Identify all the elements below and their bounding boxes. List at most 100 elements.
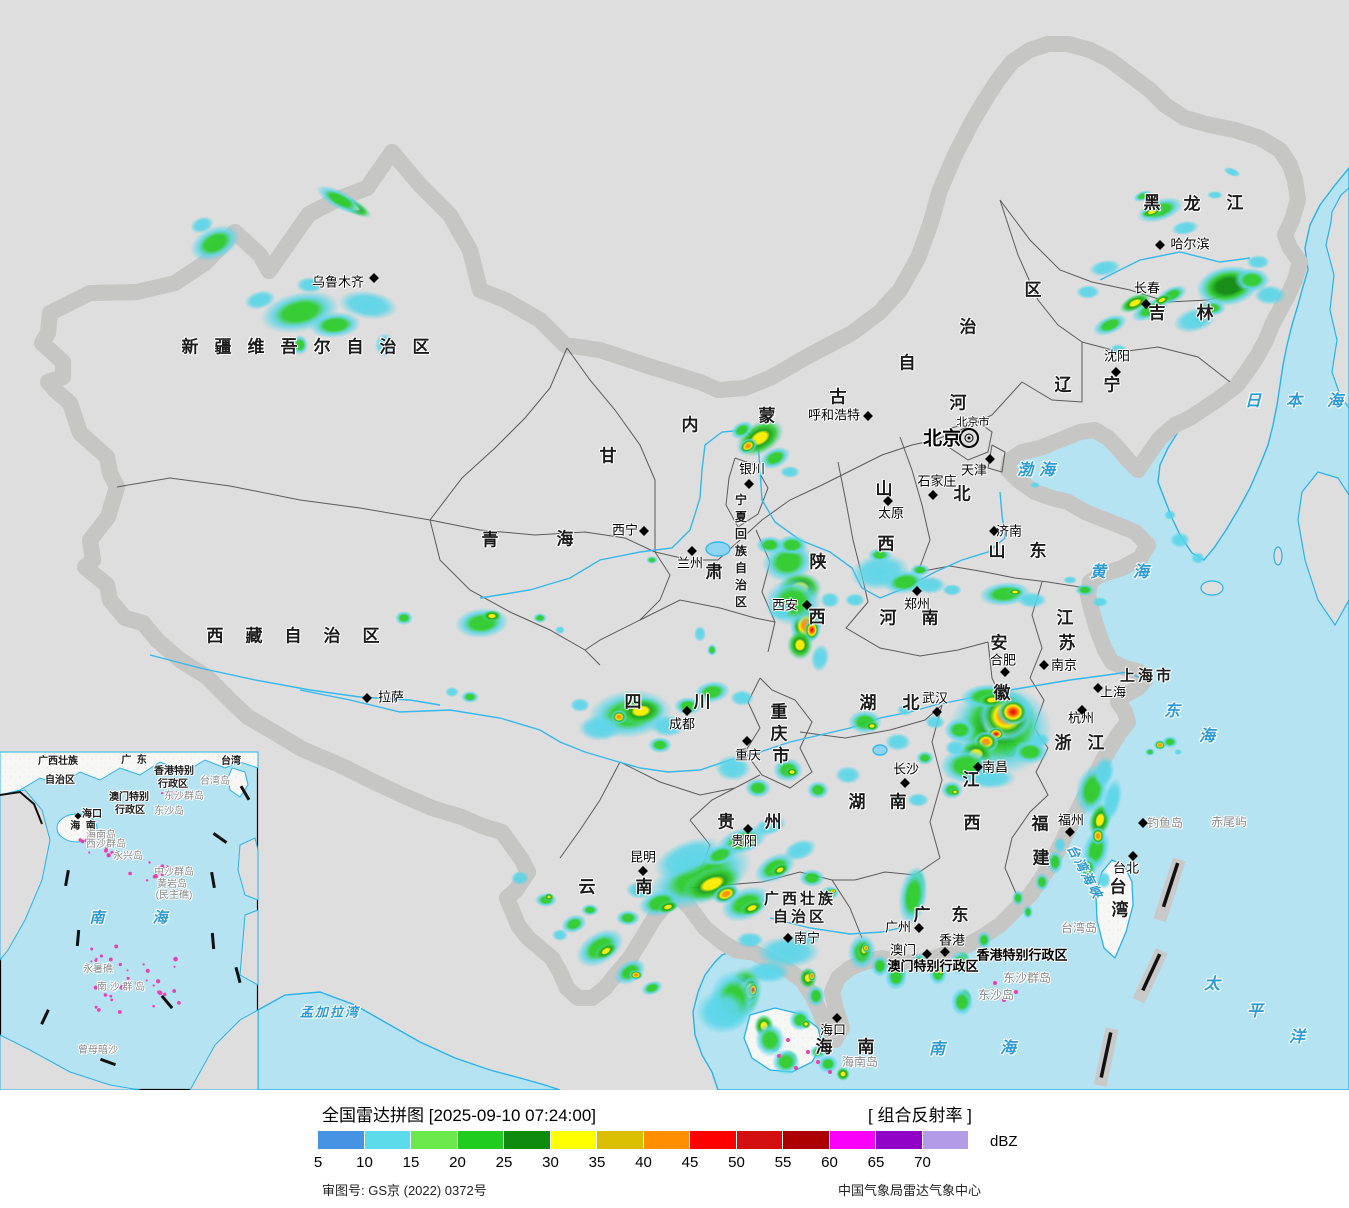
- island-marker: [106, 853, 111, 858]
- radar-echo: [190, 224, 240, 262]
- radar-echo: [768, 600, 792, 620]
- radar-echo: [694, 680, 730, 704]
- radar-echo: [657, 900, 679, 914]
- island-marker: [110, 965, 114, 970]
- bay-of-bengal: [257, 991, 561, 1090]
- radar-echo: [461, 691, 479, 703]
- colorbar-tick: 25: [495, 1154, 513, 1171]
- inset-map: [0, 751, 259, 1090]
- radar-echo: [309, 311, 361, 339]
- island-marker: [161, 792, 164, 795]
- colorbar-segment: [550, 1131, 596, 1149]
- dbz-colorbar: [318, 1131, 969, 1149]
- radar-echo: [1012, 890, 1024, 906]
- radar-echo: [977, 931, 991, 949]
- colorbar-tick: 5: [313, 1154, 323, 1171]
- island-marker: [786, 1038, 790, 1042]
- radar-echo: [739, 899, 765, 917]
- radar-echo: [626, 881, 654, 899]
- radar-echo: [674, 697, 702, 715]
- japan-land: [1200, 187, 1349, 627]
- radar-echo: [885, 964, 907, 990]
- radar-echo: [1076, 285, 1100, 299]
- nine-dash-segment: [99, 1057, 117, 1067]
- map-canvas: [0, 36, 1349, 1090]
- island-marker: [173, 965, 176, 968]
- colorbar-tick: 15: [402, 1154, 420, 1171]
- legend-panel: 全国雷达拼图 [2025-09-10 07:24:00] [ 组合反射率 ] d…: [0, 1090, 1349, 1204]
- radar-echo: [950, 788, 960, 796]
- island-marker: [97, 836, 100, 839]
- island-marker: [108, 957, 113, 962]
- radar-echo: [1092, 314, 1128, 336]
- island-marker: [118, 985, 122, 989]
- radar-echo: [820, 592, 840, 608]
- radar-echo: [1035, 873, 1049, 891]
- radar-echo: [836, 1067, 850, 1081]
- colorbar-segment: [364, 1131, 410, 1149]
- radar-echo: [745, 778, 771, 798]
- island-marker: [152, 984, 155, 987]
- radar-echo: [292, 335, 308, 355]
- radar-echo: [1191, 552, 1205, 564]
- island-marker: [172, 989, 177, 993]
- colorbar-tick: 30: [542, 1154, 559, 1171]
- radar-echo: [715, 755, 751, 781]
- radar-echo: [964, 767, 1016, 789]
- radar-echo: [1007, 588, 1023, 596]
- island-marker: [172, 797, 175, 801]
- radar-echo: [1170, 532, 1190, 548]
- island-marker: [128, 871, 132, 876]
- radar-echo: [783, 838, 817, 862]
- island-marker: [135, 981, 139, 985]
- radar-echo: [978, 692, 1006, 708]
- radar-echo: [770, 862, 790, 878]
- radar-echo: [810, 1045, 826, 1059]
- colorbar-segment: [922, 1131, 968, 1149]
- radar-echo: [561, 914, 587, 934]
- radar-echo: [808, 970, 816, 982]
- colorbar-segment: [783, 1131, 829, 1149]
- colorbar-tick: 70: [914, 1154, 931, 1171]
- colorbar-segment: [876, 1131, 922, 1149]
- island-marker: [114, 944, 119, 949]
- radar-echo: [617, 696, 665, 726]
- colorbar-tick: 45: [681, 1154, 699, 1171]
- radar-echo: [1092, 597, 1108, 607]
- radar-echo: [544, 893, 554, 901]
- radar-echo: [910, 564, 930, 576]
- radar-echo: [1097, 871, 1111, 889]
- radar-echo: [1017, 592, 1047, 608]
- island-marker: [117, 1010, 122, 1014]
- island-marker: [110, 850, 114, 855]
- radar-echo: [730, 690, 754, 706]
- radar-echo: [395, 611, 413, 625]
- island-marker: [99, 843, 104, 848]
- radar-echo: [944, 718, 976, 742]
- island-marker: [97, 1008, 101, 1012]
- radar-echo: [950, 951, 970, 975]
- nine-dash-segment: [40, 1009, 50, 1025]
- radar-echo: [810, 644, 830, 672]
- radar-echo: [871, 955, 889, 977]
- island-marker: [152, 1004, 156, 1008]
- island-marker: [99, 954, 103, 958]
- colorbar-tick: 50: [728, 1154, 745, 1171]
- radar-echo: [865, 721, 879, 731]
- island-marker: [160, 872, 165, 877]
- radar-echo: [772, 1049, 800, 1075]
- nine-dash-segment: [64, 869, 70, 887]
- nine-dash-segment: [160, 994, 174, 1010]
- radar-echo: [707, 644, 717, 656]
- island-marker: [103, 993, 108, 997]
- radar-echo: [533, 613, 547, 623]
- island-marker: [78, 838, 82, 842]
- radar-echo: [1102, 778, 1122, 822]
- radar-echo: [951, 988, 973, 1016]
- radar-echo: [445, 687, 459, 697]
- radar-echo: [654, 837, 722, 879]
- radar-echo: [1047, 850, 1063, 874]
- island-marker: [90, 947, 94, 951]
- colorbar-segment: [690, 1131, 736, 1149]
- colorbar-segment: [504, 1131, 550, 1149]
